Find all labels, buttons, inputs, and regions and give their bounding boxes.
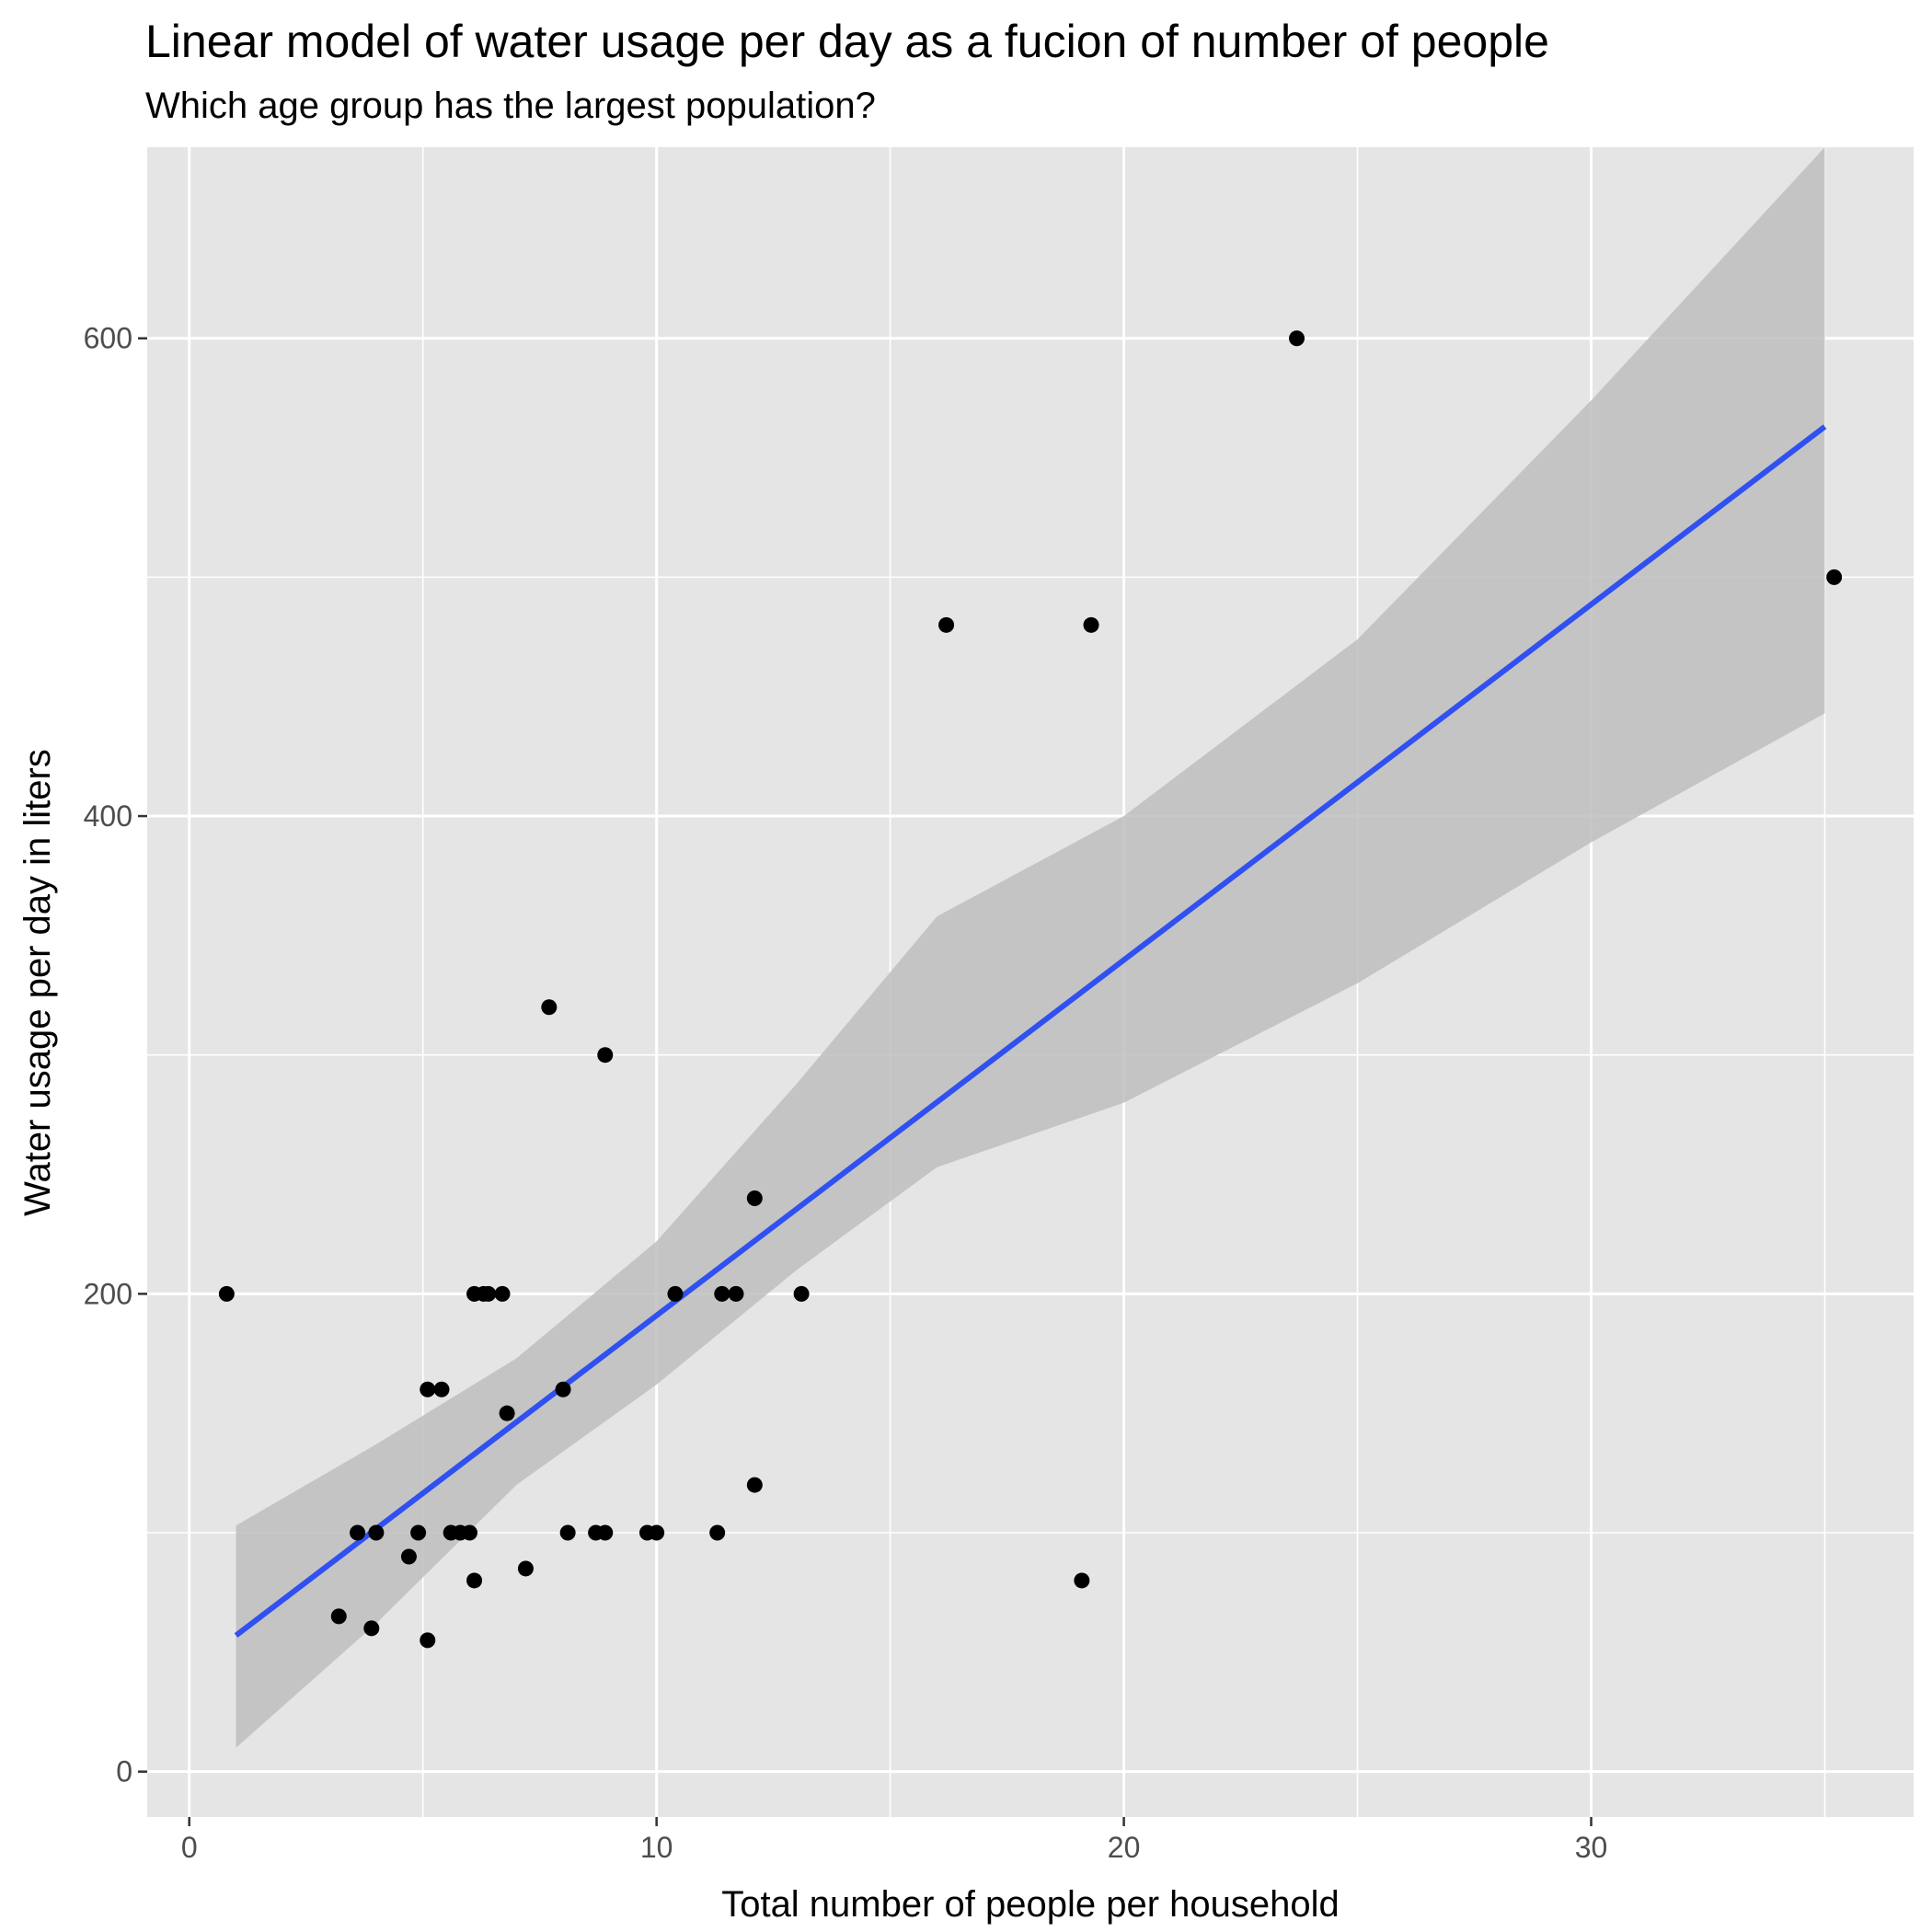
data-point: [350, 1524, 366, 1541]
x-tick-label: 30: [1575, 1831, 1608, 1864]
data-point: [746, 1190, 763, 1206]
data-point: [1826, 569, 1843, 585]
data-point: [363, 1620, 380, 1637]
data-point: [420, 1381, 436, 1397]
data-point: [499, 1405, 515, 1421]
x-axis: 0 10 20 30: [181, 1817, 1608, 1864]
x-tick-label: 0: [181, 1831, 198, 1864]
data-point: [433, 1381, 450, 1397]
data-point: [461, 1524, 477, 1541]
data-point: [517, 1560, 534, 1577]
data-point: [938, 616, 955, 633]
data-point: [1083, 616, 1099, 633]
data-point: [649, 1524, 665, 1541]
data-point: [1074, 1572, 1090, 1589]
x-axis-title: Total number of people per household: [721, 1884, 1340, 1925]
data-point: [466, 1572, 483, 1589]
y-axis: 0 200 400 600: [84, 322, 147, 1788]
data-point: [793, 1285, 810, 1302]
data-point: [218, 1285, 235, 1302]
data-point: [709, 1524, 726, 1541]
data-point: [494, 1285, 511, 1302]
y-tick-label: 400: [84, 799, 132, 833]
data-point: [330, 1608, 347, 1625]
data-point: [597, 1524, 614, 1541]
data-point: [420, 1632, 436, 1649]
y-tick-label: 200: [84, 1277, 132, 1310]
data-point: [667, 1285, 684, 1302]
chart-subtitle: Which age group has the largest populati…: [145, 86, 876, 126]
data-point: [714, 1285, 730, 1302]
x-tick-label: 20: [1108, 1831, 1141, 1864]
x-tick-label: 10: [640, 1831, 673, 1864]
chart-title: Linear model of water usage per day as a…: [145, 16, 1549, 67]
regression-line: [234, 424, 1827, 1639]
data-points: [218, 330, 1843, 1649]
y-tick-label: 600: [84, 322, 132, 355]
data-point: [1289, 330, 1305, 347]
data-point: [541, 999, 558, 1016]
confidence-band: [236, 147, 1825, 1748]
data-point: [597, 1047, 614, 1064]
data-point: [555, 1381, 571, 1397]
data-point: [400, 1548, 417, 1565]
data-point: [480, 1285, 497, 1302]
data-point: [559, 1524, 576, 1541]
y-axis-title: Water usage per day in liters: [17, 749, 58, 1216]
data-point: [410, 1524, 427, 1541]
data-point: [368, 1524, 385, 1541]
data-point: [728, 1285, 744, 1302]
y-tick-label: 0: [116, 1755, 132, 1788]
data-point: [746, 1477, 763, 1493]
